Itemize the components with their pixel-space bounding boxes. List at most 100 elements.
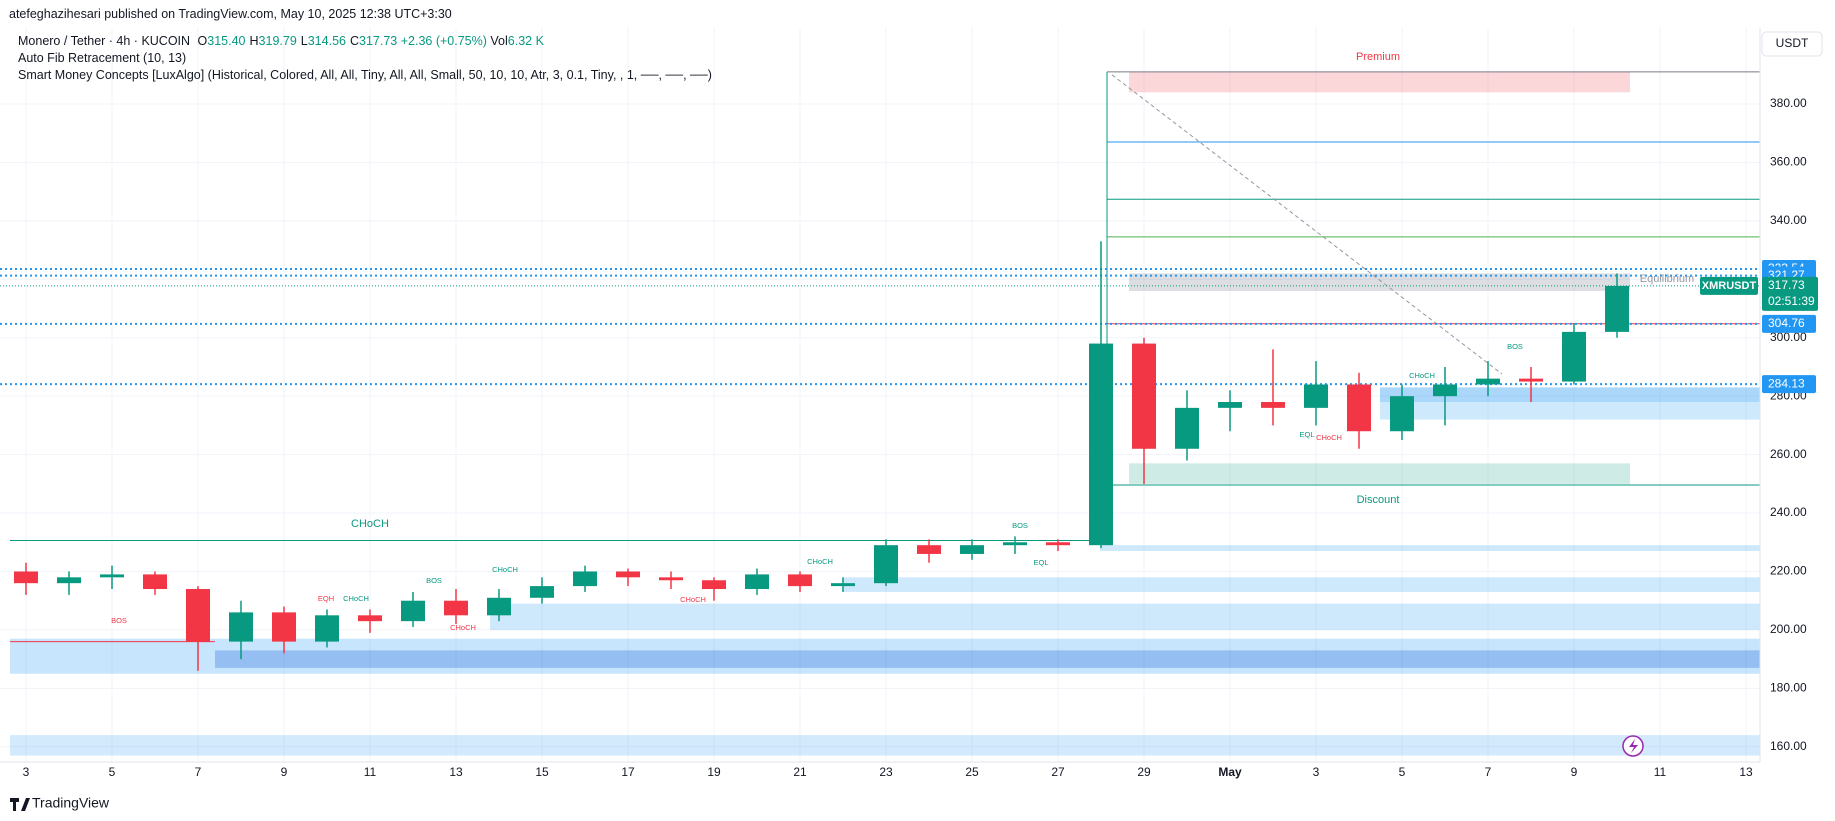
last-price-label: 317.73 (1768, 278, 1805, 292)
x-tick-label: 11 (364, 765, 377, 779)
candle-body (229, 612, 253, 642)
x-tick-label: 9 (281, 765, 288, 779)
price-label-box (1762, 314, 1816, 333)
y-tick-label: 380.00 (1770, 96, 1807, 110)
annotation: CHoCH (351, 518, 389, 530)
ohlc-value: 319.79 (258, 34, 297, 48)
x-tick-label: May (1218, 765, 1242, 779)
y-tick-label: 340.00 (1770, 213, 1807, 227)
candle-body (1519, 378, 1543, 382)
zone (1129, 273, 1630, 291)
x-tick-label: 5 (1399, 765, 1406, 779)
candle-body (573, 571, 597, 587)
zone (490, 603, 1760, 630)
candle-body (57, 577, 81, 584)
x-tick-label: 13 (449, 765, 463, 779)
candle-body (702, 580, 726, 590)
candle-body (100, 574, 124, 578)
annotation: BOS (111, 616, 127, 625)
candle-body (487, 597, 511, 616)
candle-body (1046, 542, 1070, 546)
x-tick-label: 27 (1051, 765, 1065, 779)
candle-body (444, 600, 468, 616)
candle-body (358, 615, 382, 622)
x-tick-label: 19 (707, 765, 721, 779)
currency-button[interactable] (1761, 31, 1823, 57)
candle-body (659, 577, 683, 581)
y-tick-label: 200.00 (1770, 622, 1807, 636)
candle-body (530, 586, 554, 598)
annotation: CHoCH (680, 595, 706, 604)
x-tick-label: 29 (1137, 765, 1151, 779)
candle-body (401, 600, 425, 622)
x-tick-label: 3 (1313, 765, 1320, 779)
symbol: Monero / Tether · 4h · KUCOIN (18, 34, 191, 48)
annotation: EQL (1033, 558, 1048, 567)
annotation: EQH (318, 594, 334, 603)
ohlc-value: 314.56 (307, 34, 346, 48)
candle-body (1562, 331, 1586, 382)
zone (215, 650, 1760, 668)
plot (0, 28, 1760, 762)
countdown: 02:51:39 (1768, 294, 1815, 308)
annotation: CHoCH (1409, 371, 1435, 380)
candle-body (315, 615, 339, 642)
price-label: 284.13 (1768, 376, 1805, 390)
annotation: Discount (1357, 494, 1400, 506)
candle-body (272, 612, 296, 642)
candle-body (1605, 285, 1629, 332)
candle-body (1261, 402, 1285, 408)
publisher: atefeghazihesari published on TradingVie… (9, 7, 452, 21)
y-tick-label: 160.00 (1770, 739, 1807, 753)
candle-body (186, 589, 210, 642)
annotation: EQL (1299, 430, 1314, 439)
candle-body (616, 571, 640, 578)
candle-body (874, 545, 898, 584)
zone (1129, 463, 1630, 484)
candle-body (1433, 384, 1457, 397)
y-tick-label: 180.00 (1770, 681, 1807, 695)
annotation: CHoCH (450, 623, 476, 632)
ohlc-key: O (197, 34, 208, 48)
y-tick-label: 300.00 (1770, 330, 1807, 344)
x-tick-label: 13 (1739, 765, 1753, 779)
y-tick-label: 240.00 (1770, 505, 1807, 519)
zone (1380, 387, 1760, 403)
change: +2.36 (+0.75%) (400, 34, 487, 48)
ohlc-key: L (300, 34, 308, 48)
annotation: BOS (426, 576, 442, 585)
ohlc: O315.40 H319.79 L314.56 C317.73 (194, 34, 398, 48)
zone (843, 577, 1760, 592)
x-tick-label: 5 (109, 765, 116, 779)
legend-symbol-row: Monero / Tether · 4h · KUCOIN O315.40 H31… (18, 33, 544, 50)
symbol-tag-box (1700, 276, 1758, 295)
candle-body (1304, 384, 1328, 408)
x-tick-label: 23 (879, 765, 893, 779)
brand-logo (10, 798, 30, 811)
annotation: CHoCH (807, 557, 833, 566)
annotation: BOS (1012, 521, 1028, 530)
annotation: Equilibrium (1640, 273, 1694, 285)
currency: USDT (1776, 36, 1809, 50)
annotation: BOS (1507, 342, 1523, 351)
x-tick-label: 7 (1485, 765, 1492, 779)
x-tick-label: 25 (965, 765, 979, 779)
candle-body (1476, 378, 1500, 385)
vol: 6.32 K (507, 34, 544, 48)
candle-body (788, 574, 812, 587)
ohlc-value: 315.40 (207, 34, 246, 48)
indicator: Auto Fib Retracement (10, 13) (18, 51, 187, 65)
candle-body (745, 574, 769, 590)
x-tick-label: 15 (535, 765, 549, 779)
candle-body (960, 545, 984, 554)
zone (10, 638, 1760, 674)
y-tick-label: 220.00 (1770, 564, 1807, 578)
x-tick-label: 21 (793, 765, 807, 779)
candle-body (917, 545, 941, 554)
last-price-box (1762, 276, 1818, 311)
candle-body (1132, 343, 1156, 449)
x-tick-label: 9 (1571, 765, 1578, 779)
